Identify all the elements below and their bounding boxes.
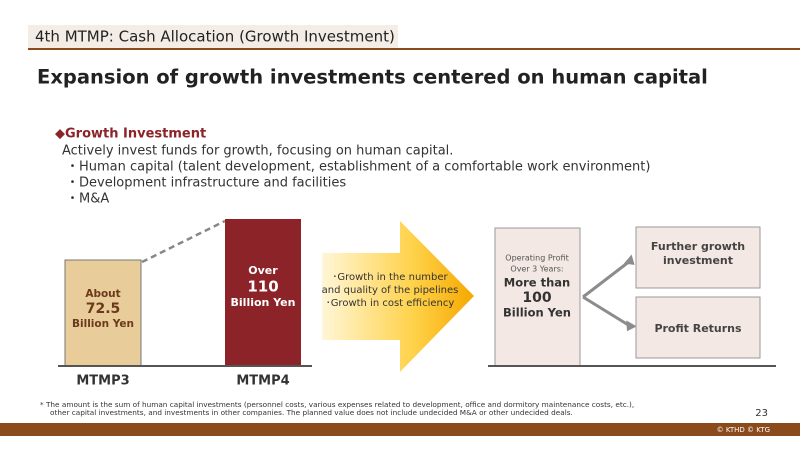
allocation-box xyxy=(635,226,761,289)
copyright: © KTHD © KTG xyxy=(717,426,770,434)
profit-text: 100 xyxy=(522,290,551,306)
bar-text: About xyxy=(85,288,120,300)
item: ・Human capital (talent development, esta… xyxy=(66,160,650,175)
bar-text: Billion Yen xyxy=(231,296,296,309)
big-arrow xyxy=(322,221,474,372)
bar-label: MTMP4 xyxy=(236,374,289,389)
arrow-text: ･Growth in cost efficiency xyxy=(326,298,455,309)
arrow-head xyxy=(623,254,635,265)
arrow-line xyxy=(582,259,631,299)
arrow-line xyxy=(582,295,631,328)
split-arrows xyxy=(582,259,631,328)
footnote: * The amount is the sum of human capital… xyxy=(40,400,634,409)
allocation-box xyxy=(635,296,761,359)
bar-label: MTMP3 xyxy=(76,374,129,389)
footer-bar xyxy=(0,423,800,436)
bar-mtmp3 xyxy=(64,259,142,367)
slide-title: Expansion of growth investments centered… xyxy=(37,66,708,89)
arrow-text: and quality of the pipelines xyxy=(322,285,459,296)
bar-mtmp4 xyxy=(225,219,301,366)
arrow-text: ･Growth in the number xyxy=(332,272,448,283)
section-tab xyxy=(28,25,398,48)
profit-box xyxy=(494,227,581,367)
bullet-heading: ◆Growth Investment xyxy=(55,127,206,142)
profit-text: Billion Yen xyxy=(503,306,571,320)
allocation-text: Profit Returns xyxy=(654,322,742,335)
arrow-head xyxy=(626,320,637,332)
section-title: 4th MTMP: Cash Allocation (Growth Invest… xyxy=(35,28,395,46)
bar-text: Billion Yen xyxy=(72,318,134,330)
bar-text: 110 xyxy=(247,278,278,296)
item: ・M&A xyxy=(66,192,109,207)
bar-text: Over xyxy=(248,264,278,277)
item: ・Development infrastructure and faciliti… xyxy=(66,176,346,191)
allocation-text: Further growth investment xyxy=(650,240,746,267)
bar-text: 72.5 xyxy=(86,301,121,317)
description: Actively invest funds for growth, focusi… xyxy=(62,144,453,159)
profit-text: More than xyxy=(504,276,570,290)
dashed-connector xyxy=(141,219,226,264)
profit-text: Over 3 Years: xyxy=(510,265,563,274)
page-number: 23 xyxy=(755,408,768,419)
profit-text: Operating Profit xyxy=(505,254,568,263)
footnote: other capital investments, and investmen… xyxy=(50,408,573,417)
allocation-wrap: Further growth investment xyxy=(650,240,746,267)
